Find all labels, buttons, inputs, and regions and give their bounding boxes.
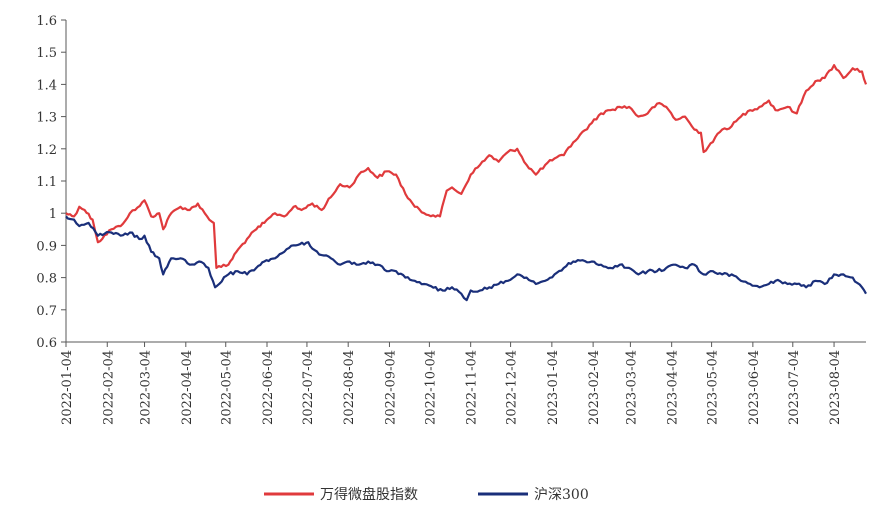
y-tick-label: 1.6 xyxy=(36,14,57,29)
x-tick-label: 2023-02-04 xyxy=(587,350,602,425)
axes xyxy=(65,20,866,343)
x-tick-label: 2022-04-04 xyxy=(180,350,195,425)
x-tick-label: 2023-03-04 xyxy=(624,350,639,425)
x-tick-label: 2022-07-04 xyxy=(301,350,316,425)
y-tick-label: 1.2 xyxy=(36,143,57,158)
x-tick-label: 2022-08-04 xyxy=(342,350,357,425)
x-tick-label: 2022-09-04 xyxy=(383,350,398,425)
y-axis-ticks: 0.6 0.7 0.8 0.9 1 1.1 1.2 1.3 1.4 1.5 1.6 xyxy=(36,14,66,351)
y-tick-label: 0.9 xyxy=(36,239,57,254)
x-tick-label: 2022-10-04 xyxy=(423,350,438,425)
y-tick-label: 0.8 xyxy=(36,272,57,287)
series-line-2 xyxy=(65,215,867,302)
x-tick-label: 2022-03-04 xyxy=(139,350,154,425)
series-layer xyxy=(65,63,868,302)
x-tick-label: 2022-06-04 xyxy=(261,350,276,425)
x-axis-ticks: 2022-01-04 2022-02-04 2022-03-04 2022-04-04… xyxy=(60,342,843,425)
x-tick-label: 2023-05-04 xyxy=(706,350,721,425)
x-tick-label: 2023-01-04 xyxy=(546,350,561,425)
x-tick-label: 2022-11-04 xyxy=(465,350,480,425)
legend-label-2: 沪深300 xyxy=(534,487,589,503)
y-tick-label: 1.4 xyxy=(36,78,57,93)
x-tick-label: 2022-02-04 xyxy=(101,350,116,425)
y-tick-label: 1.1 xyxy=(36,175,57,190)
x-tick-label: 2023-04-04 xyxy=(666,350,681,425)
x-tick-label: 2023-07-04 xyxy=(787,350,802,425)
series-line-1 xyxy=(65,63,868,269)
x-tick-label: 2023-06-04 xyxy=(747,350,762,425)
x-tick-label: 2023-08-04 xyxy=(828,350,843,425)
y-tick-label: 0.7 xyxy=(36,304,57,319)
x-tick-label: 2022-01-04 xyxy=(60,350,75,425)
y-tick-label: 1.3 xyxy=(36,111,57,126)
x-tick-label: 2022-12-04 xyxy=(505,350,520,425)
x-tick-label: 2022-05-04 xyxy=(220,350,235,425)
y-tick-label: 0.6 xyxy=(36,336,57,351)
y-tick-label: 1.5 xyxy=(36,46,57,61)
y-tick-label: 1 xyxy=(49,207,57,222)
legend: 万得微盘股指数 沪深300 xyxy=(264,486,589,503)
legend-label-1: 万得微盘股指数 xyxy=(320,486,418,503)
